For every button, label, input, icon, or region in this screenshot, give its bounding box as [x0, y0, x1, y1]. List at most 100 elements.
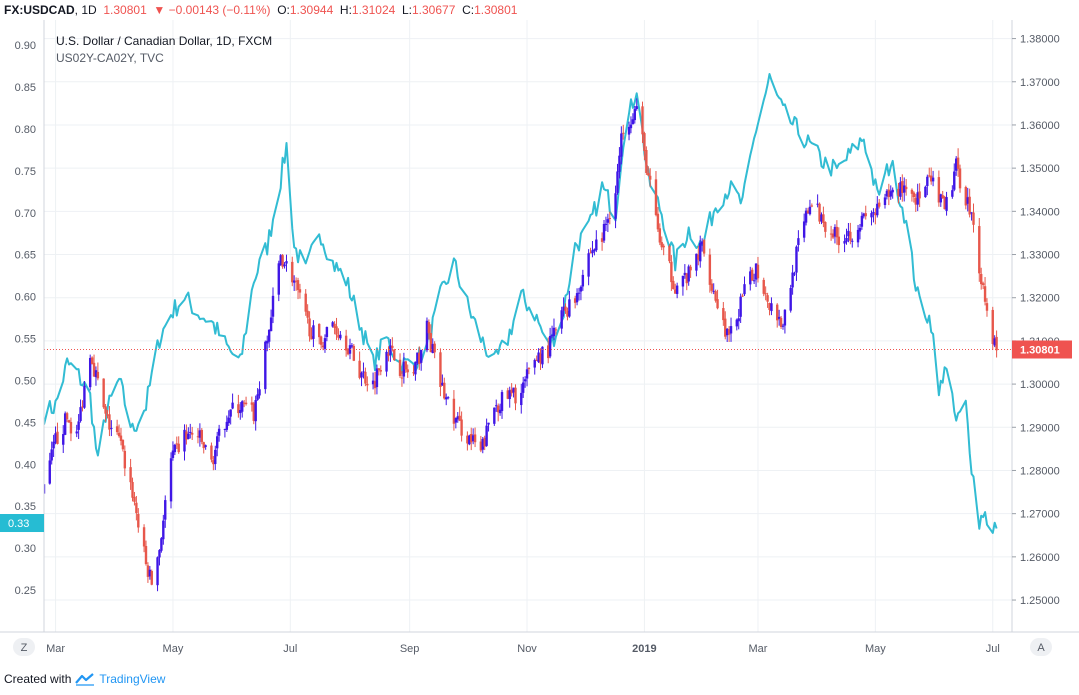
- candle: [916, 183, 919, 212]
- candle-body: [144, 546, 148, 565]
- candle-body: [433, 343, 436, 353]
- candle-body: [231, 402, 234, 409]
- candle-body: [269, 317, 273, 332]
- time-scale[interactable]: [0, 632, 1079, 660]
- candle-body: [579, 286, 583, 292]
- candle-body: [627, 126, 631, 135]
- left-price-scale[interactable]: [0, 20, 44, 632]
- candle: [52, 434, 55, 457]
- left-tick-label: 0.35: [15, 501, 36, 513]
- candle-body: [298, 289, 302, 293]
- interval-label[interactable]: 1D: [81, 3, 97, 17]
- candle-body: [510, 389, 513, 394]
- candle-body: [643, 133, 646, 152]
- z-button[interactable]: Z: [13, 638, 35, 656]
- candle: [250, 396, 254, 412]
- candle-body: [699, 242, 702, 262]
- z-button-label[interactable]: Z: [21, 642, 28, 654]
- candle: [83, 380, 86, 409]
- auto-scale-button-bg[interactable]: [1030, 638, 1052, 656]
- candle-body: [150, 571, 153, 585]
- candle: [891, 187, 894, 199]
- candle-body: [945, 197, 948, 211]
- candle-body: [833, 227, 837, 237]
- candle-body: [350, 345, 354, 347]
- candle-body: [256, 394, 259, 400]
- candle-body: [418, 352, 421, 365]
- candle: [471, 428, 475, 445]
- candle-body: [171, 450, 175, 458]
- candle: [173, 443, 177, 456]
- candle-body: [889, 191, 892, 197]
- candle-body: [131, 481, 134, 498]
- candle: [454, 417, 458, 429]
- candle: [493, 407, 496, 426]
- candle-body: [344, 335, 348, 351]
- candle: [269, 309, 273, 332]
- open-value: 1.30944: [289, 3, 334, 17]
- footer-brand[interactable]: TradingView: [99, 672, 166, 686]
- candle-body: [483, 437, 486, 447]
- candle: [264, 340, 267, 394]
- candle-body: [818, 203, 821, 222]
- candle-body: [725, 328, 729, 336]
- auto-scale-button-label[interactable]: A: [1037, 642, 1045, 654]
- candle: [520, 383, 523, 414]
- candle-body: [460, 419, 463, 436]
- candle-body: [566, 310, 569, 317]
- symbol-name[interactable]: FX:USDCAD: [4, 3, 75, 17]
- candle-body: [768, 303, 771, 310]
- candle-body: [808, 206, 812, 215]
- candle: [797, 230, 800, 252]
- candle-body: [939, 194, 942, 203]
- candle-body: [581, 274, 585, 287]
- candle: [645, 146, 648, 175]
- candle-body: [92, 362, 96, 377]
- candle: [521, 376, 525, 398]
- candle-body: [897, 189, 900, 196]
- candle-body: [96, 371, 100, 379]
- candle: [660, 236, 663, 251]
- candle: [339, 331, 342, 341]
- candle-body: [831, 233, 835, 238]
- candle-body: [371, 380, 375, 385]
- candle: [589, 247, 592, 254]
- candle-body: [685, 273, 688, 284]
- right-tick-label: 1.36000: [1020, 120, 1060, 132]
- candle-body: [414, 361, 417, 375]
- candle: [924, 185, 927, 198]
- auto-scale-button[interactable]: A: [1030, 638, 1052, 656]
- candle: [366, 376, 369, 392]
- candle: [980, 267, 983, 290]
- candle: [481, 437, 484, 454]
- candle: [425, 317, 429, 353]
- candle: [993, 335, 996, 348]
- right-price-scale[interactable]: [1012, 20, 1079, 632]
- candle: [495, 399, 498, 412]
- candle: [325, 326, 329, 342]
- candle-body: [427, 322, 431, 334]
- candle-body: [674, 289, 677, 294]
- candle: [647, 166, 650, 177]
- z-button-bg[interactable]: [13, 638, 35, 656]
- time-tick-label: Nov: [517, 643, 537, 655]
- candle: [317, 323, 321, 345]
- chart-panel[interactable]: 0.25 0.30 0.35 0.40 0.45 0.50 0.55 0.60 0.65 0.70…: [0, 20, 1079, 660]
- candle: [689, 264, 692, 278]
- candle: [416, 352, 419, 365]
- candle: [466, 431, 469, 451]
- candle-body: [117, 432, 121, 437]
- candle: [887, 183, 891, 206]
- candle: [379, 365, 382, 376]
- candle: [729, 317, 733, 342]
- candle: [885, 189, 889, 200]
- chart-canvas[interactable]: 0.25 0.30 0.35 0.40 0.45 0.50 0.55 0.60 0.65 0.70…: [0, 20, 1079, 660]
- candle: [350, 342, 354, 349]
- candle-body: [429, 333, 433, 353]
- candle: [162, 514, 165, 545]
- candle: [816, 194, 819, 208]
- candle-body: [777, 316, 781, 319]
- candle-body: [175, 443, 178, 445]
- candle-body: [573, 298, 577, 303]
- candle: [858, 223, 862, 240]
